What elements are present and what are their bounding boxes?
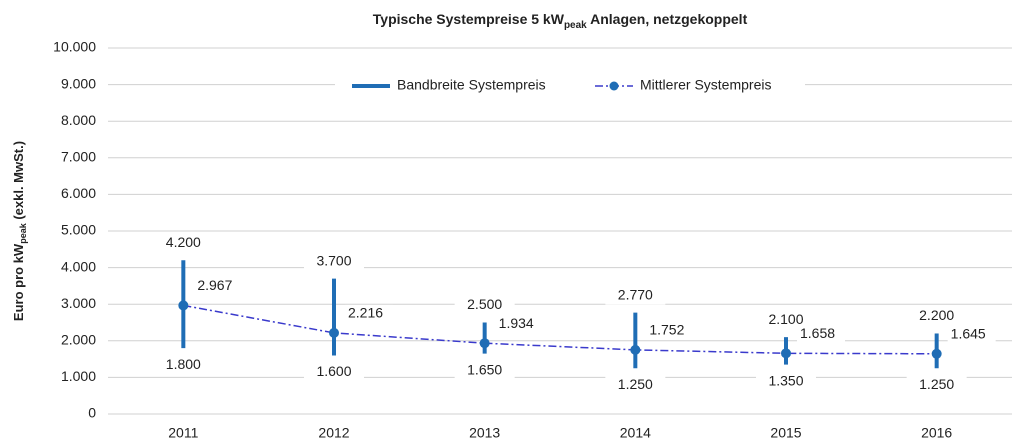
range-bg — [605, 286, 666, 305]
high-label: 2.100 — [768, 311, 803, 327]
range-bg — [153, 356, 214, 375]
mean-point — [178, 300, 189, 311]
legend-label: Bandbreite Systempreis — [397, 77, 546, 93]
y-tick-label: 10.000 — [53, 39, 96, 55]
legend-box — [335, 72, 805, 100]
mean-point — [931, 348, 942, 359]
x-tick-label: 2012 — [318, 425, 349, 441]
ylabel-part: (exkl. MwSt.) — [11, 141, 26, 223]
mean-label: 1.752 — [649, 322, 684, 338]
legend-label: Mittlerer Systempreis — [640, 77, 771, 93]
mean-point — [781, 348, 791, 359]
range-bg — [756, 372, 816, 391]
y-axis-label: Euro pro kWpeak (exkl. MwSt.) — [11, 141, 28, 321]
range-bg — [906, 307, 967, 326]
low-label: 1.350 — [768, 372, 803, 388]
range-bg — [605, 376, 666, 395]
range-bg — [756, 311, 816, 330]
mean-label: 1.658 — [800, 325, 835, 341]
mean-point — [479, 338, 490, 349]
x-tick-label: 2011 — [168, 425, 198, 441]
label-bg — [646, 321, 695, 340]
x-tick-label: 2015 — [770, 425, 801, 441]
range-bg — [153, 234, 214, 253]
mean-label: 1.934 — [499, 315, 534, 331]
x-tick-label: 2014 — [620, 425, 651, 441]
y-tick-label: 9.000 — [61, 75, 96, 91]
y-tick-label: 4.000 — [61, 258, 96, 274]
high-label: 2.200 — [919, 307, 954, 323]
y-tick-label: 7.000 — [61, 149, 96, 165]
low-label: 1.250 — [618, 376, 653, 392]
range-bg — [304, 252, 364, 271]
high-label: 4.200 — [166, 234, 201, 250]
y-tick-label: 3.000 — [61, 295, 96, 311]
y-tick-label: 8.000 — [61, 112, 96, 128]
label-bg — [194, 277, 243, 296]
low-label: 1.800 — [166, 356, 201, 372]
mean-label: 2.216 — [348, 305, 383, 321]
range-bg — [454, 296, 515, 315]
y-tick-label: 0 — [88, 405, 96, 421]
chart-title: Typische Systempreise 5 kWpeak Anlagen, … — [373, 11, 748, 31]
label-bg — [947, 325, 996, 344]
mean-point — [630, 344, 641, 355]
high-label: 2.500 — [467, 296, 502, 312]
mean-point — [329, 327, 339, 338]
low-label: 1.600 — [316, 363, 351, 379]
title-part: Anlagen, netzgekoppelt — [587, 11, 748, 27]
high-label: 2.770 — [618, 286, 653, 302]
mean-label: 1.645 — [951, 325, 986, 341]
y-tick-label: 5.000 — [61, 222, 96, 238]
range-bg — [454, 361, 515, 380]
label-bg — [345, 304, 393, 323]
label-bg — [495, 315, 544, 334]
high-label: 3.700 — [316, 252, 351, 268]
legend-swatch — [609, 81, 619, 91]
y-tick-label: 6.000 — [61, 185, 96, 201]
mean-line — [183, 304, 937, 355]
mean-label: 2.967 — [197, 277, 232, 293]
y-tick-label: 1.000 — [61, 368, 96, 384]
y-tick-label: 2.000 — [61, 332, 96, 348]
low-label: 1.650 — [467, 361, 502, 377]
title-sub: peak — [564, 20, 587, 31]
title-part: Typische Systempreise 5 kW — [373, 11, 565, 27]
ylabel-part: Euro pro kW — [11, 243, 26, 321]
ylabel-sub: peak — [18, 222, 28, 244]
range-bg — [906, 376, 967, 395]
low-label: 1.250 — [919, 376, 954, 392]
x-tick-label: 2013 — [469, 425, 500, 441]
label-bg — [797, 325, 845, 344]
range-bg — [304, 363, 364, 382]
x-tick-label: 2016 — [921, 425, 952, 441]
